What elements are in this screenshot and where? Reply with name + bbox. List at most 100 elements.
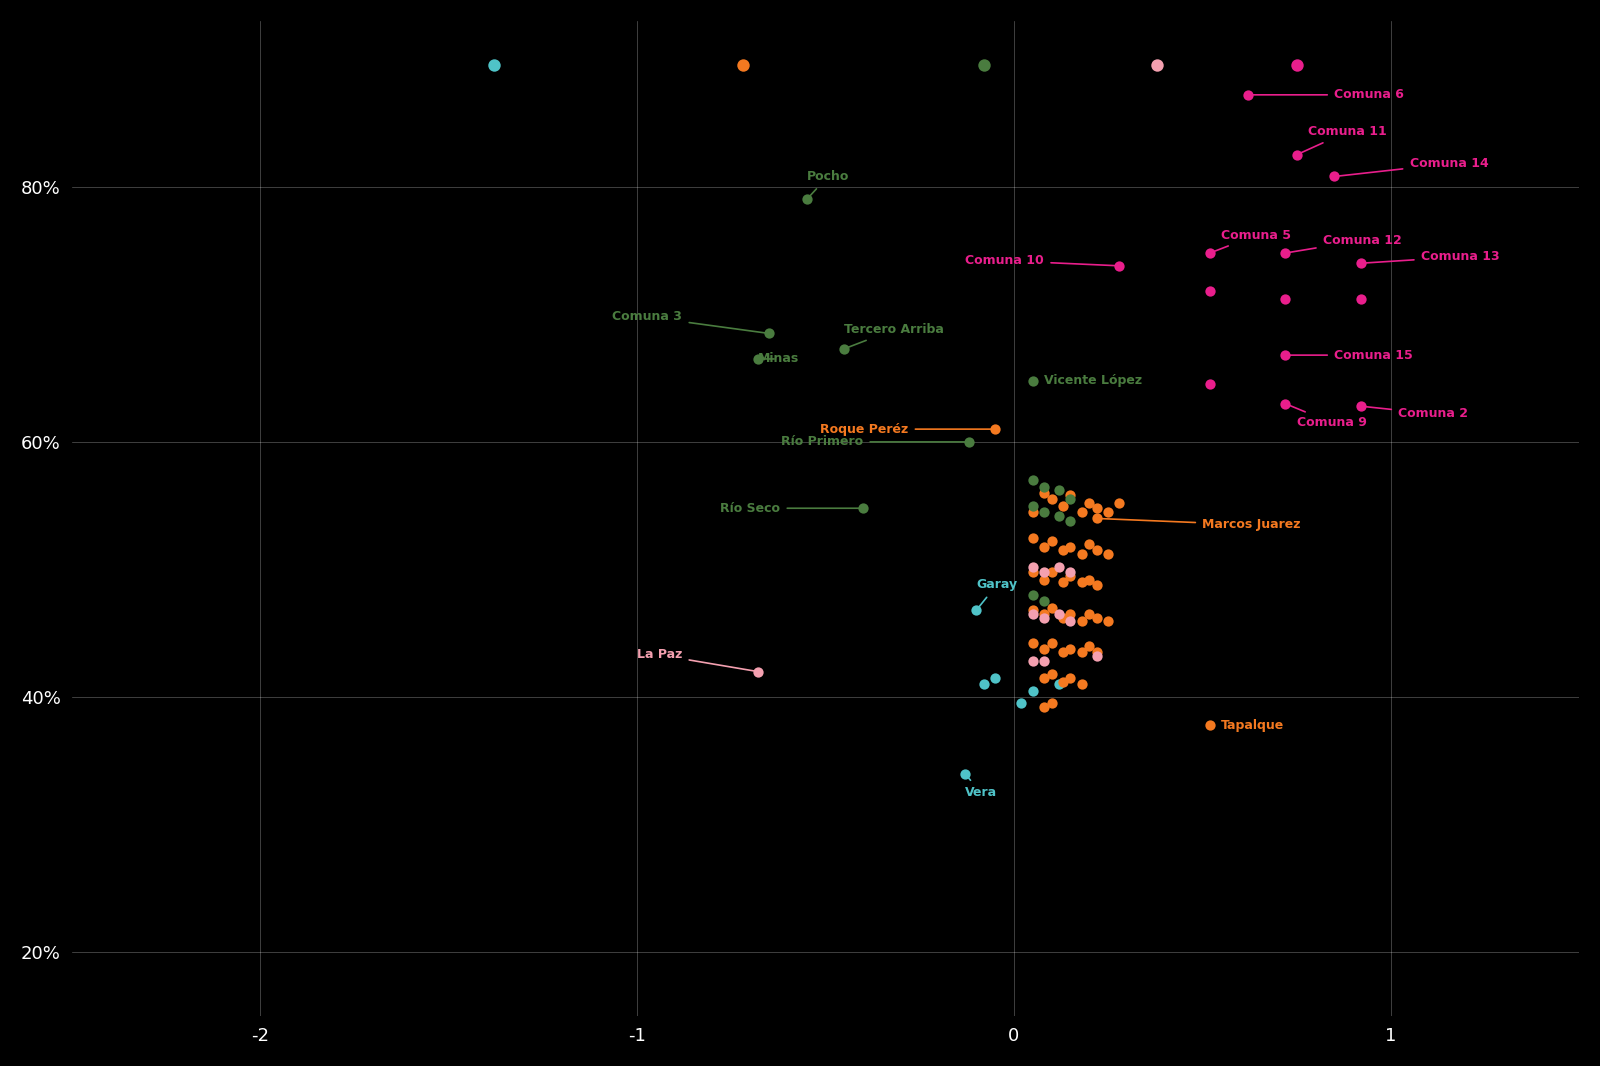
Point	[1085, 500, 1110, 517]
Point	[1032, 538, 1058, 555]
Text: Comuna 9: Comuna 9	[1290, 405, 1366, 430]
Point	[1019, 559, 1045, 576]
Point	[1096, 612, 1122, 629]
Point	[1322, 168, 1347, 185]
Point	[746, 351, 771, 368]
Point	[1032, 698, 1058, 715]
Point	[1019, 602, 1045, 619]
Point	[1046, 605, 1072, 623]
Text: Comuna 10: Comuna 10	[965, 254, 1115, 268]
Point	[1085, 542, 1110, 559]
Text: Minas: Minas	[758, 353, 798, 366]
Point	[1197, 716, 1222, 733]
Text: Vicente López: Vicente López	[1037, 374, 1142, 387]
Text: Tapalque: Tapalque	[1214, 718, 1285, 731]
Point	[1032, 605, 1058, 623]
Text: La Paz: La Paz	[637, 648, 754, 671]
Point	[1096, 503, 1122, 520]
Text: Tercero Arriba: Tercero Arriba	[845, 323, 944, 348]
Point	[1058, 612, 1083, 629]
Point	[794, 191, 819, 208]
Point	[1019, 564, 1045, 581]
Point	[1032, 503, 1058, 520]
Text: Marcos Juarez: Marcos Juarez	[1101, 518, 1301, 531]
Point	[1032, 669, 1058, 687]
Point	[850, 500, 875, 517]
Point	[1050, 674, 1075, 691]
Point	[1077, 535, 1102, 552]
Text: Río Primero: Río Primero	[781, 435, 965, 449]
Point	[1058, 605, 1083, 623]
Point	[1038, 695, 1064, 712]
Point	[1046, 507, 1072, 524]
Point	[1038, 533, 1064, 550]
Point	[1050, 574, 1075, 591]
Point	[1038, 635, 1064, 652]
Point	[1019, 497, 1045, 514]
Point	[1085, 510, 1110, 527]
Point	[1058, 513, 1083, 530]
Point	[1058, 538, 1083, 555]
Point	[1069, 574, 1094, 591]
Point	[1069, 644, 1094, 661]
Point	[1019, 503, 1045, 520]
Text: Comuna 15: Comuna 15	[1290, 349, 1413, 361]
Point	[1038, 564, 1064, 581]
Point	[746, 663, 771, 680]
Point	[1069, 612, 1094, 629]
Point	[1197, 282, 1222, 300]
Text: Roque Peréz: Roque Peréz	[821, 422, 990, 436]
Point	[1050, 610, 1075, 627]
Point	[1038, 665, 1064, 682]
Point	[971, 676, 997, 693]
Point	[1019, 372, 1045, 389]
Point	[1197, 244, 1222, 261]
Point	[1085, 648, 1110, 665]
Point	[982, 421, 1008, 438]
Point	[1085, 610, 1110, 627]
Point	[1347, 290, 1373, 307]
Text: Comuna 13: Comuna 13	[1365, 251, 1499, 263]
Text: Río Seco: Río Seco	[720, 502, 859, 515]
Point	[1032, 571, 1058, 588]
Point	[1032, 593, 1058, 610]
Point	[1085, 644, 1110, 661]
Point	[1019, 605, 1045, 623]
Point	[1272, 395, 1298, 413]
Point	[1050, 644, 1075, 661]
Point	[482, 56, 507, 74]
Point	[1046, 559, 1072, 576]
Point	[1197, 376, 1222, 393]
Point	[1272, 346, 1298, 364]
Point	[1272, 290, 1298, 307]
Point	[963, 602, 989, 619]
Point	[1019, 652, 1045, 669]
Text: Comuna 2: Comuna 2	[1365, 406, 1469, 420]
Point	[1085, 577, 1110, 594]
Point	[1032, 640, 1058, 657]
Point	[1069, 503, 1094, 520]
Point	[1046, 676, 1072, 693]
Text: Comuna 3: Comuna 3	[613, 310, 765, 333]
Point	[1107, 257, 1133, 274]
Point	[952, 765, 978, 782]
Text: Comuna 6: Comuna 6	[1251, 88, 1405, 101]
Point	[1272, 244, 1298, 261]
Point	[1050, 497, 1075, 514]
Point	[1077, 571, 1102, 588]
Point	[730, 56, 755, 74]
Point	[1347, 398, 1373, 415]
Point	[982, 669, 1008, 687]
Point	[1096, 546, 1122, 563]
Point	[832, 340, 858, 357]
Point	[1235, 86, 1261, 103]
Text: Comuna 12: Comuna 12	[1290, 233, 1402, 253]
Point	[1038, 490, 1064, 507]
Point	[1019, 586, 1045, 603]
Point	[1069, 546, 1094, 563]
Point	[1058, 669, 1083, 687]
Text: Garay: Garay	[976, 578, 1018, 607]
Point	[1019, 529, 1045, 546]
Text: Comuna 14: Comuna 14	[1338, 158, 1488, 176]
Text: Comuna 11: Comuna 11	[1301, 126, 1387, 154]
